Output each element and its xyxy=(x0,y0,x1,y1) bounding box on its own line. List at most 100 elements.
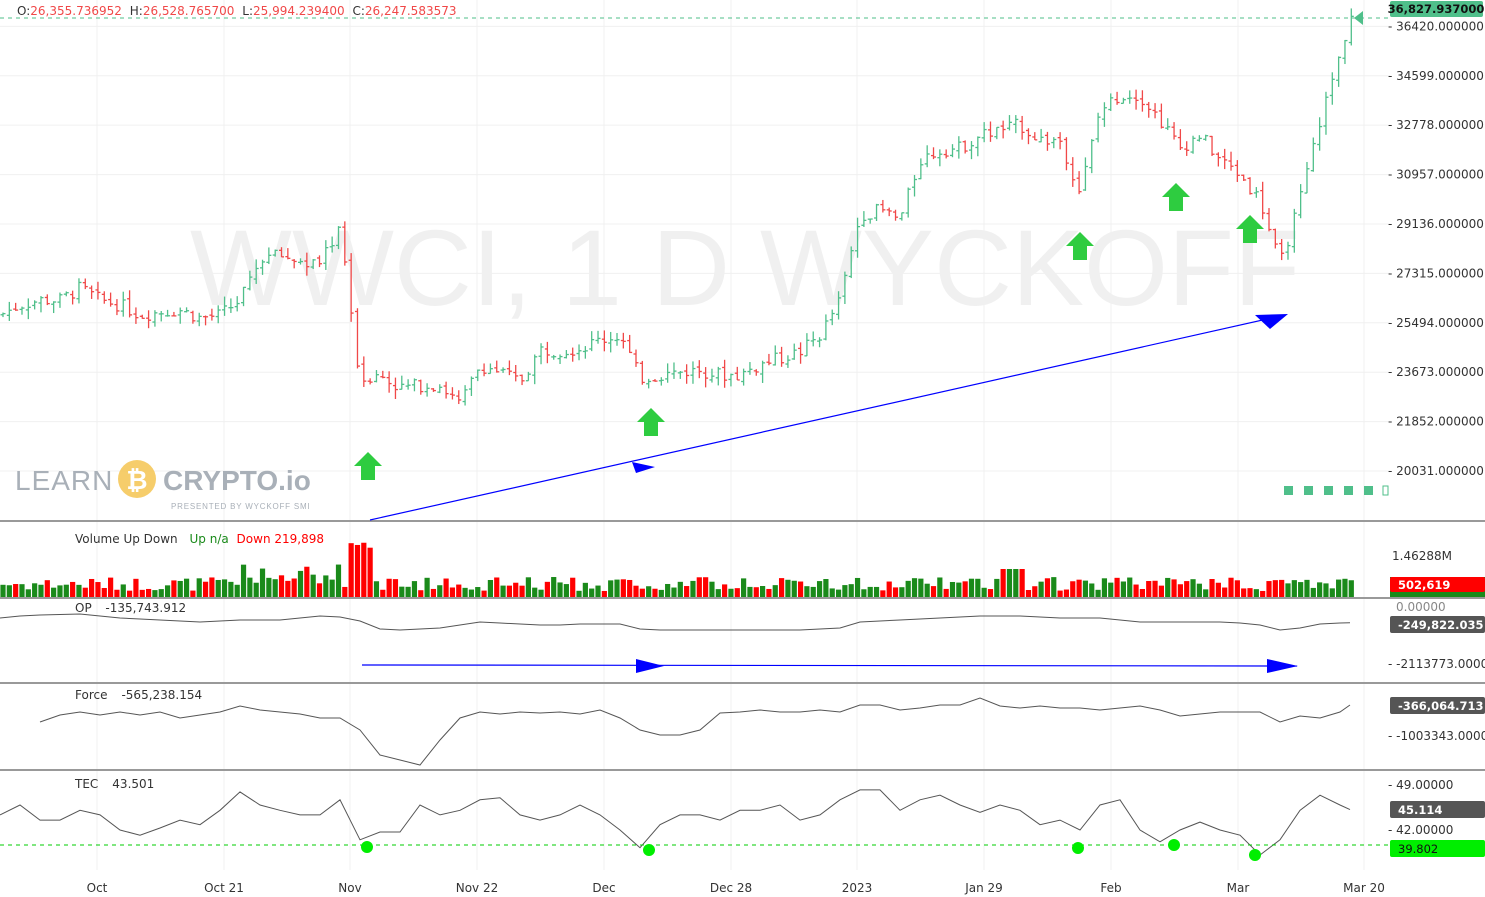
volume-bar xyxy=(1260,590,1266,597)
volume-bar xyxy=(1038,581,1044,597)
volume-bar xyxy=(810,586,816,597)
price-axis[interactable]: - 36420.000000 - 34599.000000 - 32778.0000… xyxy=(1388,19,1484,478)
volume-bar xyxy=(1051,577,1057,597)
op-tick: - -2113773.00000 xyxy=(1388,657,1485,671)
volume-bar xyxy=(196,578,202,597)
volume-bar xyxy=(342,586,348,597)
volume-bar xyxy=(221,579,228,597)
volume-tick: 1.46288M xyxy=(1392,549,1452,563)
volume-bar xyxy=(658,589,664,597)
volume-legend: Volume Up Down Up n/a Down 219,898 xyxy=(75,532,324,546)
volume-bar xyxy=(152,590,158,597)
volume-bar xyxy=(44,580,50,597)
volume-bar xyxy=(835,589,842,597)
volume-bar xyxy=(608,580,614,597)
volume-bar xyxy=(1013,569,1019,597)
volume-bar xyxy=(1063,589,1070,597)
volume-bar xyxy=(557,582,563,597)
price-tick-label: - 25494.000000 xyxy=(1388,316,1484,330)
volume-bar xyxy=(684,586,690,597)
volume-bar xyxy=(1177,584,1183,597)
trend-arrowhead-icon xyxy=(1255,314,1288,329)
volume-bar xyxy=(747,586,753,597)
volume-bar xyxy=(785,579,791,597)
price-tick-label: - 21852.000000 xyxy=(1388,415,1484,429)
volume-bar xyxy=(1127,577,1133,597)
volume-bar xyxy=(741,578,747,597)
volume-bar xyxy=(1336,579,1342,597)
volume-bar xyxy=(722,584,728,597)
tec-tick: - 42.00000 xyxy=(1388,823,1453,837)
time-axis[interactable]: Oct Oct 21 Nov Nov 22 Dec Dec 28 2023 Jan 29 Feb… xyxy=(87,881,1385,895)
volume-bar xyxy=(468,589,475,597)
volume-bar xyxy=(842,585,848,597)
volume-bar xyxy=(1076,579,1082,597)
volume-bar xyxy=(76,584,82,597)
volume-bar xyxy=(506,585,512,597)
volume-bar xyxy=(1234,580,1240,597)
volume-bar xyxy=(380,589,386,597)
volume-bar xyxy=(57,585,63,597)
volume-bar xyxy=(797,581,804,597)
bitcoin-symbol-icon: ₿ xyxy=(126,465,147,495)
volume-bar xyxy=(1095,589,1101,597)
volume-bar xyxy=(1247,588,1253,597)
volume-bar xyxy=(1070,581,1076,597)
volume-bar xyxy=(1203,589,1209,597)
time-tick-label: Oct xyxy=(87,881,108,895)
volume-bar xyxy=(905,580,911,597)
volume-bar xyxy=(63,584,69,597)
volume-bar xyxy=(937,577,943,597)
time-tick-label: Jan 29 xyxy=(964,881,1003,895)
volume-bar xyxy=(823,579,829,597)
volume-bar xyxy=(209,577,215,597)
volume-bar xyxy=(1000,569,1006,597)
watermark: WWCI, 1 D WYCKOFF xyxy=(190,207,1300,328)
volume-bar xyxy=(177,580,183,597)
price-tick-label: - 36420.000000 xyxy=(1388,19,1484,33)
time-tick-label: 2023 xyxy=(842,881,873,895)
volume-bar xyxy=(576,590,582,597)
volume-bar xyxy=(601,590,607,597)
volume-bar xyxy=(981,587,987,597)
volume-bar xyxy=(1006,569,1013,597)
last-price-marker-icon xyxy=(1354,11,1363,25)
volume-bar xyxy=(487,579,494,597)
force-last-label: -366,064.713 xyxy=(1398,699,1484,713)
volume-bar xyxy=(164,585,171,597)
volume-bar xyxy=(310,574,316,597)
volume-bar xyxy=(266,577,272,597)
volume-bar xyxy=(1342,578,1348,597)
logo-right-text: CRYPTO.io xyxy=(163,465,311,496)
volume-bar xyxy=(0,584,6,597)
volume-bar xyxy=(1019,569,1025,597)
volume-bar xyxy=(367,547,373,597)
volume-bar xyxy=(861,589,867,597)
tec-threshold-label: 39.802 xyxy=(1398,842,1438,856)
time-tick-label: Mar 20 xyxy=(1343,881,1385,895)
volume-bar xyxy=(1190,579,1196,597)
volume-bar xyxy=(1304,579,1310,597)
volume-bar xyxy=(633,585,639,597)
volume-bar xyxy=(532,587,538,597)
time-tick-label: Dec 28 xyxy=(710,881,752,895)
logo-subtitle: PRESENTED BY WYCKOFF SMI xyxy=(171,502,311,511)
volume-bar xyxy=(32,583,38,597)
trend-arrowhead-icon xyxy=(636,659,664,673)
volume-bar xyxy=(361,542,367,597)
time-tick-label: Mar xyxy=(1227,881,1250,895)
volume-bar xyxy=(1114,577,1120,597)
volume-bar xyxy=(513,582,519,597)
volume-bar xyxy=(202,581,209,597)
volume-bar xyxy=(120,584,126,597)
volume-bar xyxy=(25,589,31,597)
time-tick-label: Oct 21 xyxy=(204,881,244,895)
volume-bar xyxy=(456,584,462,597)
volume-bar xyxy=(101,587,107,597)
volume-bar xyxy=(1184,581,1190,597)
volume-last-label: 502,619 xyxy=(1398,578,1450,592)
volume-bar xyxy=(696,577,702,597)
volume-bar xyxy=(13,584,19,597)
volume-bar xyxy=(449,587,456,597)
